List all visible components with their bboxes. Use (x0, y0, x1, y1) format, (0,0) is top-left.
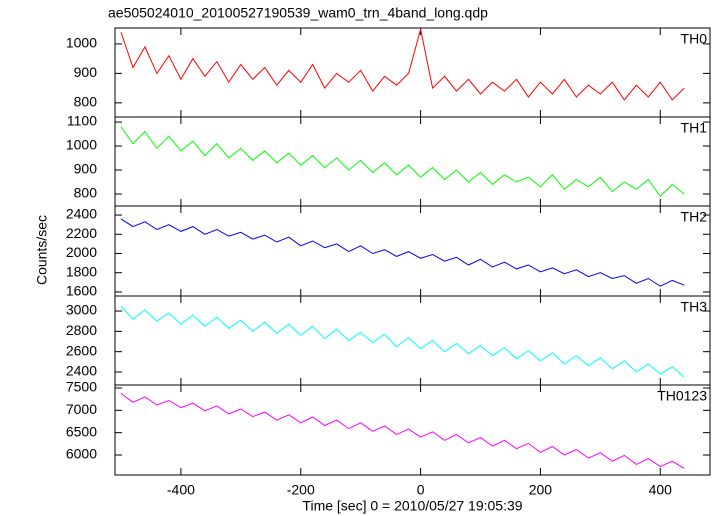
panel-label: TH2 (681, 209, 708, 225)
panel-label: TH0 (681, 31, 708, 47)
panel-label: TH3 (681, 299, 708, 315)
y-tick-label: 3000 (66, 302, 97, 318)
panel-frame (114, 27, 711, 118)
y-tick-label: 1100 (67, 113, 97, 129)
light-curve (120, 218, 685, 287)
y-tick-label: 7500 (66, 379, 97, 395)
x-tick-label: 0 (417, 482, 425, 498)
y-tick-label: 1000 (66, 35, 97, 51)
light-curve (120, 126, 685, 198)
y-tick-label: 900 (74, 161, 98, 177)
y-tick-label: 800 (74, 94, 98, 110)
y-tick-label: 2200 (66, 225, 97, 241)
y-tick-label: 1800 (66, 263, 97, 279)
y-tick-label: 2800 (66, 322, 97, 338)
x-tick-label: 400 (649, 482, 673, 498)
chart-title: ae505024010_20100527190539_wam0_trn_4ban… (108, 5, 488, 21)
y-tick-label: 1600 (66, 283, 97, 299)
y-tick-label: 6500 (66, 423, 97, 439)
x-tick-label: -400 (167, 482, 195, 498)
y-tick-label: 1000 (66, 137, 97, 153)
panel-frame (114, 384, 711, 476)
light-curve (120, 392, 685, 469)
y-tick-label: 900 (74, 64, 98, 80)
y-tick-label: 2600 (66, 342, 97, 358)
y-axis-label: Counts/sec (34, 215, 50, 285)
panel-frame (114, 205, 711, 297)
y-tick-label: 800 (74, 185, 98, 201)
light-curve (120, 29, 685, 101)
y-tick-label: 2000 (66, 244, 97, 260)
x-tick-label: -200 (287, 482, 315, 498)
light-curve (120, 305, 685, 378)
panel-frame (114, 116, 711, 207)
x-tick-label: 200 (529, 482, 553, 498)
x-axis-label: Time [sec] 0 = 2010/05/27 19:05:39 (302, 498, 522, 514)
y-tick-label: 2400 (66, 363, 97, 379)
y-tick-label: 6000 (66, 446, 97, 462)
panel-label: TH1 (681, 120, 708, 136)
y-tick-label: 7000 (66, 401, 97, 417)
y-tick-label: 2400 (66, 206, 97, 222)
panel-label: TH0123 (657, 388, 707, 404)
